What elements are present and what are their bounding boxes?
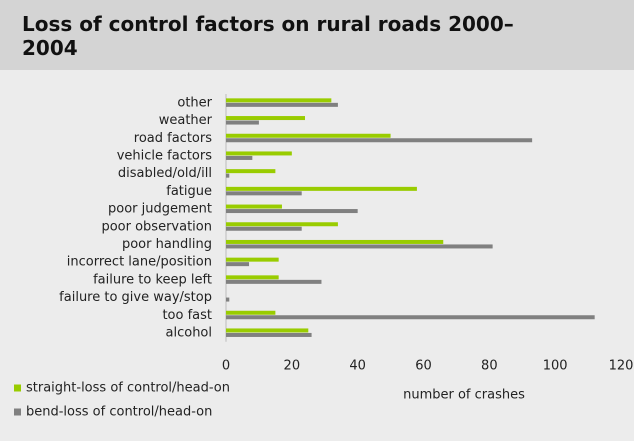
header: Loss of control factors on rural roads 2… (0, 0, 634, 70)
bar (226, 297, 230, 302)
bar (226, 315, 595, 320)
bar (226, 186, 417, 191)
legend-label: bend-loss of control/head-on (26, 405, 212, 420)
x-tick-label: 80 (481, 359, 498, 374)
y-tick-label: other (177, 95, 212, 110)
x-tick-label: 20 (284, 359, 301, 374)
y-tick-label: weather (159, 113, 213, 128)
y-tick-label: road factors (134, 131, 212, 146)
legend-swatch (14, 384, 21, 392)
bar (226, 204, 282, 209)
x-tick-label: 120 (609, 359, 634, 374)
bar (226, 310, 276, 315)
y-tick-label: failure to give way/stop (59, 290, 212, 305)
bar (226, 173, 230, 178)
bar (226, 222, 338, 227)
chart-title: Loss of control factors on rural roads 2… (22, 12, 514, 60)
bar (226, 116, 305, 121)
bar (226, 332, 312, 337)
y-tick-label: disabled/old/ill (118, 166, 212, 181)
bar (226, 191, 302, 196)
x-axis-label: number of crashes (403, 388, 525, 403)
bar (226, 226, 302, 231)
x-tick-label: 60 (415, 359, 432, 374)
y-tick-label: failure to keep left (93, 272, 212, 287)
bar (226, 151, 292, 156)
x-tick-label: 100 (543, 359, 568, 374)
bar (226, 275, 279, 280)
legend-label: straight-loss of control/head-on (26, 381, 230, 396)
bar (226, 239, 444, 244)
y-tick-label: too fast (162, 308, 212, 323)
bar (226, 279, 322, 284)
y-tick-label: alcohol (166, 325, 212, 340)
y-tick-label: poor handling (122, 237, 212, 252)
bar (226, 120, 259, 125)
bar (226, 262, 250, 267)
bar (226, 169, 276, 174)
y-tick-label: poor observation (101, 219, 212, 234)
y-tick-label: incorrect lane/position (67, 255, 212, 270)
bar (226, 209, 358, 214)
bar (226, 98, 332, 103)
bar (226, 133, 391, 138)
bar (226, 257, 279, 262)
x-tick-label: 40 (349, 359, 366, 374)
x-tick-label: 0 (222, 359, 230, 374)
y-tick-label: vehicle factors (117, 148, 213, 163)
bar (226, 138, 533, 143)
y-tick-label: fatigue (166, 184, 212, 199)
bar (226, 102, 338, 107)
bar (226, 328, 309, 333)
y-tick-label: poor judgement (108, 202, 212, 217)
bar (226, 155, 253, 160)
bar (226, 244, 493, 249)
legend-swatch (14, 408, 21, 416)
